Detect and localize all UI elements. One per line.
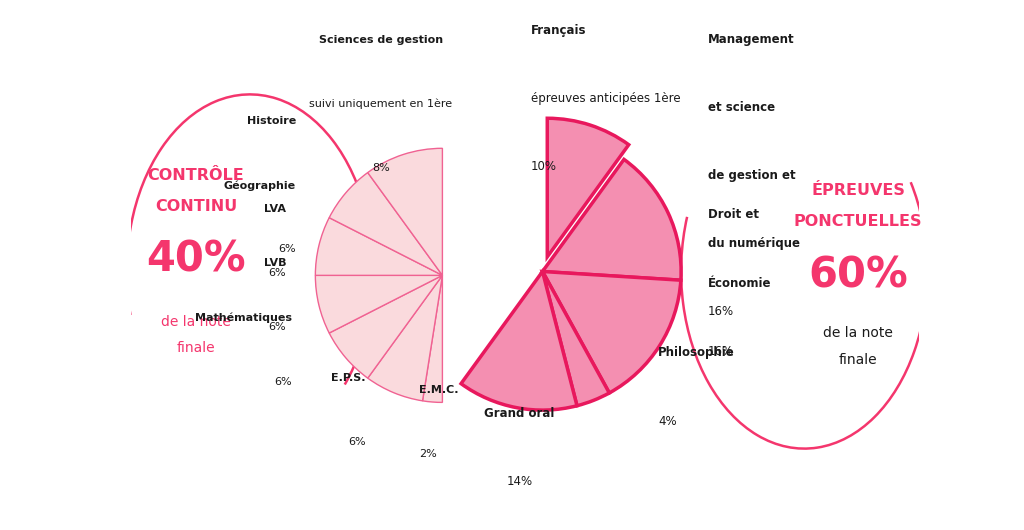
Text: Philosophie: Philosophie xyxy=(658,347,735,359)
Text: suivi uniquement en 1ère: suivi uniquement en 1ère xyxy=(309,99,453,109)
Text: 6%: 6% xyxy=(279,244,296,254)
Wedge shape xyxy=(315,218,442,276)
Text: Français: Français xyxy=(531,24,587,37)
Text: 14%: 14% xyxy=(506,474,532,488)
Text: ÉPREUVES: ÉPREUVES xyxy=(811,183,905,198)
Wedge shape xyxy=(547,118,629,257)
Text: 40%: 40% xyxy=(146,239,246,281)
Wedge shape xyxy=(315,276,442,333)
Text: 6%: 6% xyxy=(268,322,286,332)
Text: 8%: 8% xyxy=(372,163,390,173)
Text: 4%: 4% xyxy=(658,414,677,428)
Text: 60%: 60% xyxy=(808,254,908,296)
Text: E.P.S.: E.P.S. xyxy=(331,373,366,383)
Wedge shape xyxy=(543,271,609,406)
Text: E.M.C.: E.M.C. xyxy=(419,385,459,395)
Wedge shape xyxy=(329,173,442,276)
Text: 10%: 10% xyxy=(531,160,557,173)
Wedge shape xyxy=(368,276,442,401)
Text: 6%: 6% xyxy=(348,437,366,447)
Wedge shape xyxy=(329,276,442,378)
Text: Géographie: Géographie xyxy=(224,180,296,190)
Wedge shape xyxy=(423,276,442,402)
Text: finale: finale xyxy=(839,353,878,367)
Text: Management: Management xyxy=(708,33,795,46)
Text: épreuves anticipées 1ère: épreuves anticipées 1ère xyxy=(531,92,681,105)
Wedge shape xyxy=(543,271,681,393)
Text: 16%: 16% xyxy=(708,305,734,318)
Wedge shape xyxy=(461,271,577,410)
Text: de la note: de la note xyxy=(823,326,893,340)
Text: 2%: 2% xyxy=(419,449,437,458)
Text: CONTRÔLE: CONTRÔLE xyxy=(147,168,245,183)
Text: Sciences de gestion: Sciences de gestion xyxy=(318,34,442,45)
Text: PONCTUELLES: PONCTUELLES xyxy=(794,214,923,229)
Text: 6%: 6% xyxy=(268,268,286,278)
Text: de la note: de la note xyxy=(161,314,231,329)
Text: Mathématiques: Mathématiques xyxy=(196,313,292,323)
Text: Histoire: Histoire xyxy=(247,116,296,126)
Text: finale: finale xyxy=(177,341,215,356)
Text: Économie: Économie xyxy=(708,277,771,289)
Text: LVB: LVB xyxy=(263,258,286,268)
Wedge shape xyxy=(368,148,442,276)
Text: et science: et science xyxy=(708,101,775,113)
Text: de gestion et: de gestion et xyxy=(708,169,796,182)
Text: du numérique: du numérique xyxy=(708,237,800,250)
Text: 6%: 6% xyxy=(274,377,292,387)
Text: Droit et: Droit et xyxy=(708,208,759,222)
Text: LVA: LVA xyxy=(264,204,286,214)
Text: CONTINU: CONTINU xyxy=(155,199,238,214)
Text: 16%: 16% xyxy=(708,344,734,358)
Wedge shape xyxy=(543,160,681,280)
Text: Grand oral: Grand oral xyxy=(484,407,555,420)
